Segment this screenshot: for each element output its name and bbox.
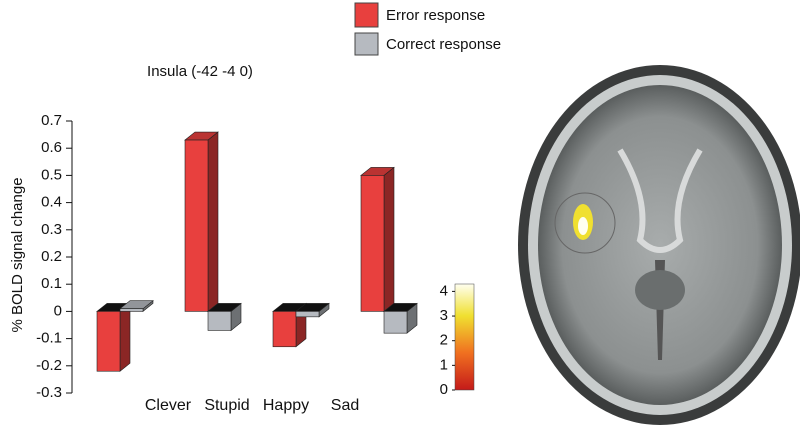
chart-title: Insula (-42 -4 0) — [147, 63, 253, 80]
y-tick-label: 0 — [54, 302, 62, 319]
brain-image — [518, 65, 800, 425]
legend-swatch — [354, 2, 379, 28]
bar — [184, 131, 219, 313]
bar — [96, 302, 131, 372]
y-tick-label: 0.3 — [41, 221, 62, 238]
y-tick-label: 0.7 — [41, 112, 62, 129]
bar — [383, 302, 418, 334]
bar-front — [383, 311, 408, 334]
bar — [207, 302, 242, 332]
bar-side — [207, 131, 219, 313]
colorbar-tick-label: 3 — [440, 307, 448, 324]
y-tick-label: 0.5 — [41, 166, 62, 183]
y-tick-label: -0.3 — [36, 384, 62, 401]
bar — [272, 302, 307, 348]
y-tick-label: 0.2 — [41, 248, 62, 265]
bar — [295, 302, 330, 318]
bar-front — [295, 311, 320, 318]
bar-side — [119, 302, 131, 372]
y-tick-label: 0.1 — [41, 275, 62, 292]
bar — [360, 166, 395, 313]
x-tick-label: Stupid — [204, 397, 249, 414]
y-tick-label: 0.6 — [41, 139, 62, 156]
y-axis-label: % BOLD signal change — [9, 177, 26, 332]
bar-front — [184, 139, 209, 312]
x-tick-label: Happy — [263, 397, 309, 414]
bar-front — [360, 175, 385, 312]
y-tick-label: -0.1 — [36, 330, 62, 347]
legend-label: Error response — [386, 7, 485, 24]
colorbar — [454, 283, 475, 391]
legend-swatch — [354, 32, 379, 56]
x-tick-label: Sad — [331, 397, 359, 414]
bar-front — [119, 308, 144, 312]
colorbar-tick-label: 0 — [440, 381, 448, 398]
y-tick-label: -0.2 — [36, 357, 62, 374]
x-tick-label: Clever — [145, 397, 192, 414]
bar — [119, 300, 154, 313]
bar-front — [207, 311, 232, 331]
bar-front — [272, 311, 297, 348]
y-tick-label: 0.4 — [41, 194, 62, 211]
bar-side — [383, 166, 395, 313]
colorbar-tick-label: 1 — [440, 356, 448, 373]
colorbar-tick-label: 4 — [440, 282, 448, 299]
legend-label: Correct response — [386, 36, 501, 53]
colorbar-tick-label: 2 — [440, 332, 448, 349]
bar-front — [96, 311, 121, 372]
